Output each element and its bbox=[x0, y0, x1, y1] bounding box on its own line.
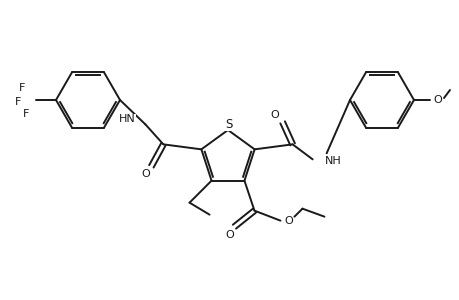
Text: F: F bbox=[23, 109, 29, 119]
Text: O: O bbox=[270, 110, 279, 120]
Text: O: O bbox=[224, 230, 233, 240]
Text: O: O bbox=[141, 169, 150, 179]
Text: O: O bbox=[284, 216, 292, 226]
Text: HN: HN bbox=[118, 114, 135, 124]
Text: F: F bbox=[15, 97, 21, 107]
Text: S: S bbox=[225, 118, 232, 130]
Text: O: O bbox=[433, 95, 442, 105]
Text: NH: NH bbox=[324, 156, 341, 166]
Text: F: F bbox=[19, 83, 25, 93]
